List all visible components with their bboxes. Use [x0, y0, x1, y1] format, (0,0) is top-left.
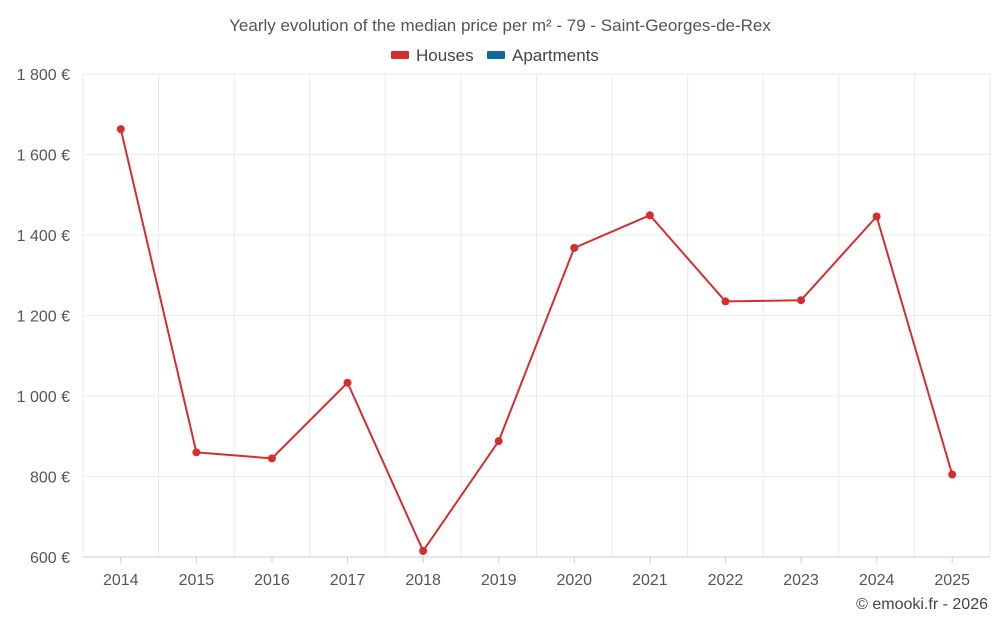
- x-tick-label: 2014: [103, 572, 139, 589]
- legend-item-apartments[interactable]: Apartments: [487, 46, 599, 65]
- x-tick-label: 2021: [632, 572, 668, 589]
- y-tick-label: 1 400 €: [17, 228, 70, 245]
- data-point-houses-2024[interactable]: [872, 212, 881, 221]
- data-point-houses-2016[interactable]: [267, 454, 276, 463]
- chart-title: Yearly evolution of the median price per…: [229, 16, 771, 35]
- x-tick-label: 2017: [330, 572, 366, 589]
- x-tick-label: 2023: [783, 572, 819, 589]
- data-point-houses-2025[interactable]: [948, 470, 957, 479]
- legend-item-houses[interactable]: Houses: [391, 46, 474, 65]
- y-tick-label: 800 €: [30, 470, 70, 487]
- y-tick-label: 1 200 €: [17, 309, 70, 326]
- credit-text: © emooki.fr - 2026: [856, 596, 988, 613]
- legend: Houses Apartments: [391, 46, 599, 65]
- series-line-houses: [119, 128, 954, 552]
- data-point-houses-2019[interactable]: [494, 437, 503, 446]
- axes: 600 € 800 € 1 000 € 1 200 € 1 400 € 1 600 € 1 …: [17, 67, 990, 589]
- data-point-houses-2017[interactable]: [343, 378, 352, 387]
- y-tick-label: 600 €: [30, 550, 70, 567]
- legend-label-apartments: Apartments: [512, 46, 599, 65]
- data-point-houses-2021[interactable]: [645, 211, 654, 220]
- x-tick-label: 2015: [179, 572, 215, 589]
- y-tick-label: 1 600 €: [17, 148, 70, 165]
- x-tick-label: 2022: [708, 572, 744, 589]
- y-tick-label: 1 800 €: [17, 67, 70, 84]
- x-tick-label: 2018: [405, 572, 441, 589]
- gridlines: [82, 73, 991, 558]
- data-point-houses-2018[interactable]: [419, 546, 428, 555]
- x-tick-label: 2024: [859, 572, 895, 589]
- data-point-houses-2020[interactable]: [570, 243, 579, 252]
- data-point-houses-2023[interactable]: [797, 296, 806, 305]
- legend-label-houses: Houses: [416, 46, 474, 65]
- legend-swatch-apartments: [487, 51, 505, 59]
- x-tick-label: 2025: [934, 572, 970, 589]
- x-tick-label: 2020: [556, 572, 592, 589]
- data-point-houses-2015[interactable]: [192, 448, 201, 457]
- x-tick-label: 2019: [481, 572, 517, 589]
- y-tick-label: 1 000 €: [17, 389, 70, 406]
- data-point-houses-2014[interactable]: [116, 125, 125, 134]
- data-point-houses-2022[interactable]: [721, 297, 730, 306]
- legend-swatch-houses: [391, 51, 409, 59]
- series: [116, 125, 957, 555]
- x-tick-label: 2016: [254, 572, 290, 589]
